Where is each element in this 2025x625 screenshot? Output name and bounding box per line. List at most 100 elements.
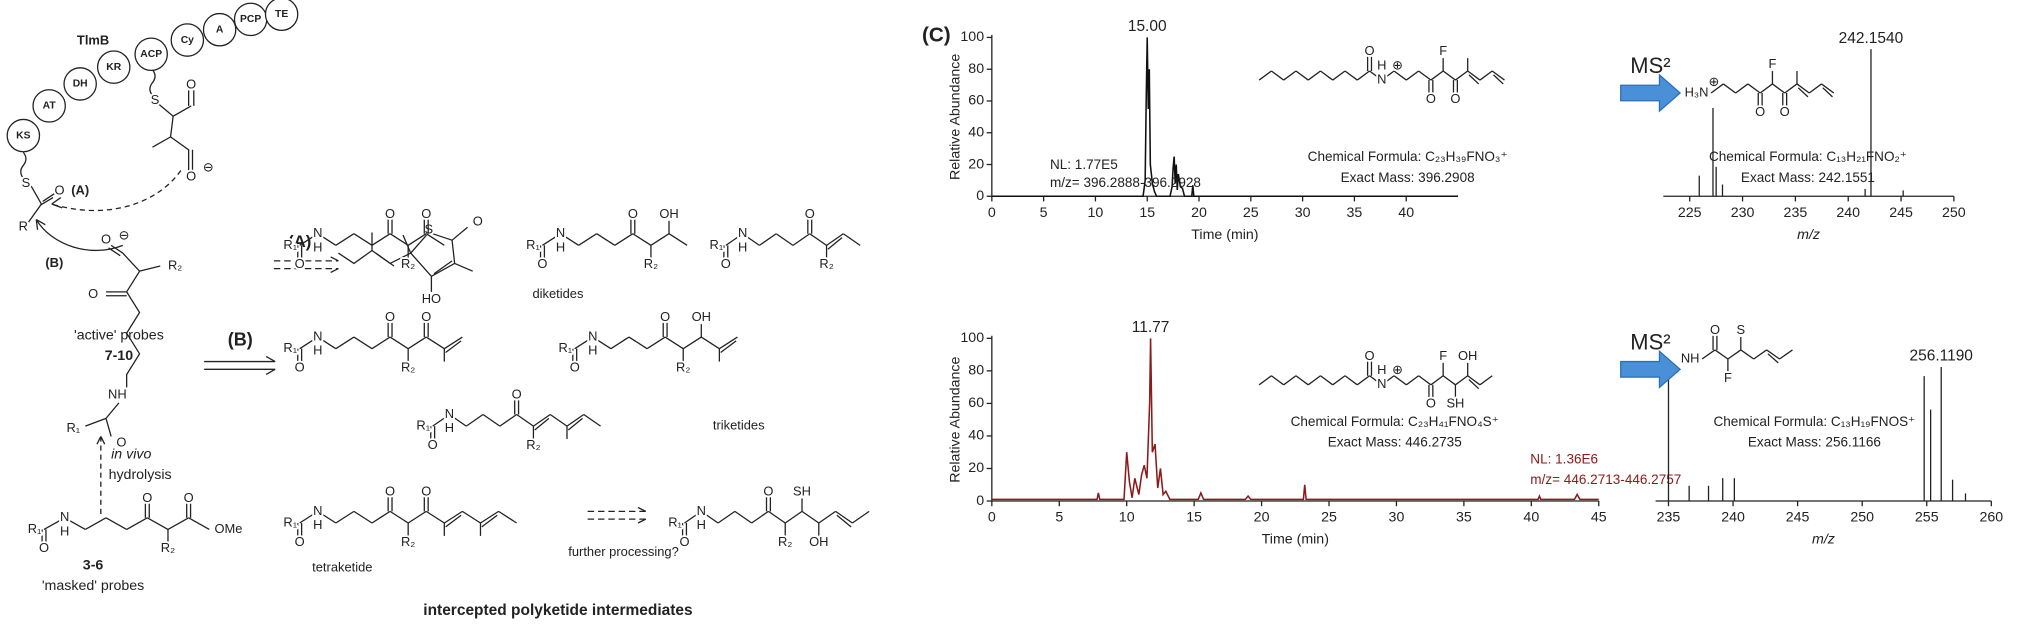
atom: ⊕ xyxy=(1392,57,1403,72)
bond xyxy=(1710,83,1724,94)
trace xyxy=(991,338,1599,501)
bond xyxy=(1727,349,1742,360)
domain xyxy=(202,12,237,47)
atom: O xyxy=(295,534,305,549)
atom: SH xyxy=(793,483,811,498)
atom: O xyxy=(763,483,773,498)
atom: HO xyxy=(422,291,441,306)
atom: O xyxy=(1450,91,1460,106)
bond xyxy=(407,233,427,246)
domain xyxy=(6,118,41,153)
x-tick-label: 30 xyxy=(1389,510,1405,526)
x-tick-label: 255 xyxy=(1915,510,1939,526)
bond xyxy=(432,413,450,427)
atom: N xyxy=(313,503,322,518)
atom: H xyxy=(1377,362,1386,377)
bond xyxy=(1258,70,1272,81)
atom: O xyxy=(428,437,438,452)
domain-label: TE xyxy=(275,9,288,20)
atom: O xyxy=(295,359,305,374)
bond xyxy=(1701,349,1716,360)
bond xyxy=(751,510,769,524)
bond xyxy=(1767,353,1779,364)
bond xyxy=(1369,375,1383,386)
bond xyxy=(1491,70,1505,81)
ks-tether xyxy=(20,151,27,179)
bond xyxy=(583,413,601,427)
chart-note: Exact Mass: 446.2735 xyxy=(1328,435,1462,450)
arrow-head xyxy=(35,218,46,230)
bond xyxy=(1779,349,1793,360)
atom: F xyxy=(1439,348,1447,363)
bond xyxy=(1467,70,1481,81)
bond xyxy=(827,237,843,250)
class-label: tetraketide xyxy=(312,560,372,575)
bond xyxy=(299,336,319,350)
atom: N xyxy=(556,225,565,240)
atom: O xyxy=(570,359,580,374)
atom: O xyxy=(421,309,431,324)
bond xyxy=(628,336,648,350)
bond xyxy=(668,233,688,246)
probe-label: 'masked' probes xyxy=(42,578,144,594)
bond xyxy=(534,417,550,431)
atom: O xyxy=(186,77,196,92)
ms2-label: MS² xyxy=(1630,329,1670,354)
y-tick-label: 40 xyxy=(968,428,984,444)
bond xyxy=(809,233,827,246)
domain-label: A xyxy=(216,24,224,35)
x-tick-label: 235 xyxy=(1657,510,1681,526)
x-tick-label: 20 xyxy=(1254,510,1270,526)
bond xyxy=(85,517,107,531)
bond xyxy=(299,233,319,246)
x-tick-label: 10 xyxy=(1088,205,1104,221)
scheme-atoms: S O O ⊖ S O R O ⊖ R₂ O NH O R₁ S O HO Tl… xyxy=(17,24,951,619)
route-a-arrow xyxy=(273,260,339,270)
bond xyxy=(801,510,820,524)
bond xyxy=(445,340,462,354)
trace xyxy=(991,37,1459,198)
bond xyxy=(742,233,760,246)
bond xyxy=(317,336,337,350)
atom: R₂ xyxy=(168,257,182,272)
bond xyxy=(465,413,484,427)
bond xyxy=(188,517,210,531)
domain-label: Cy xyxy=(181,35,194,46)
bond xyxy=(1283,375,1297,386)
bond xyxy=(1381,70,1395,81)
bond xyxy=(614,233,634,246)
x-tick-label: 240 xyxy=(1836,205,1860,221)
atom: R₂ xyxy=(819,256,833,271)
bond xyxy=(560,233,579,246)
bond xyxy=(449,413,467,427)
domain-label: ACP xyxy=(140,49,162,60)
x-axis-label: Time (min) xyxy=(1262,532,1329,548)
x-tick-label: 45 xyxy=(1591,510,1607,526)
bond xyxy=(167,517,189,531)
atom: H xyxy=(556,239,565,254)
bond xyxy=(1258,375,1272,386)
peak-label: 11.77 xyxy=(1132,319,1170,336)
atom: S xyxy=(1737,322,1746,337)
y-tick-label: 100 xyxy=(960,330,984,346)
x-tick-label: 0 xyxy=(988,510,996,526)
bond xyxy=(610,336,630,350)
bond xyxy=(335,233,355,246)
bond xyxy=(1442,70,1456,81)
atom: R₁ xyxy=(710,237,724,252)
atom: N xyxy=(588,328,597,343)
in-vivo: in vivo xyxy=(111,446,151,462)
atom: N xyxy=(60,509,69,524)
y-tick-label: 60 xyxy=(968,395,984,411)
domain-label: DH xyxy=(73,79,88,90)
bond xyxy=(1821,83,1835,94)
chart-note: NL: 1.77E5 xyxy=(1050,157,1118,172)
route-label: (A) xyxy=(71,183,89,198)
bond xyxy=(353,510,373,524)
peak-label: 256.1190 xyxy=(1909,348,1972,365)
bond xyxy=(646,336,666,350)
domain-label: KS xyxy=(16,130,30,141)
chart-note: Chemical Formula: C₂₃H₄₁FNO₄S⁺ xyxy=(1291,414,1499,429)
bond xyxy=(1822,87,1833,98)
